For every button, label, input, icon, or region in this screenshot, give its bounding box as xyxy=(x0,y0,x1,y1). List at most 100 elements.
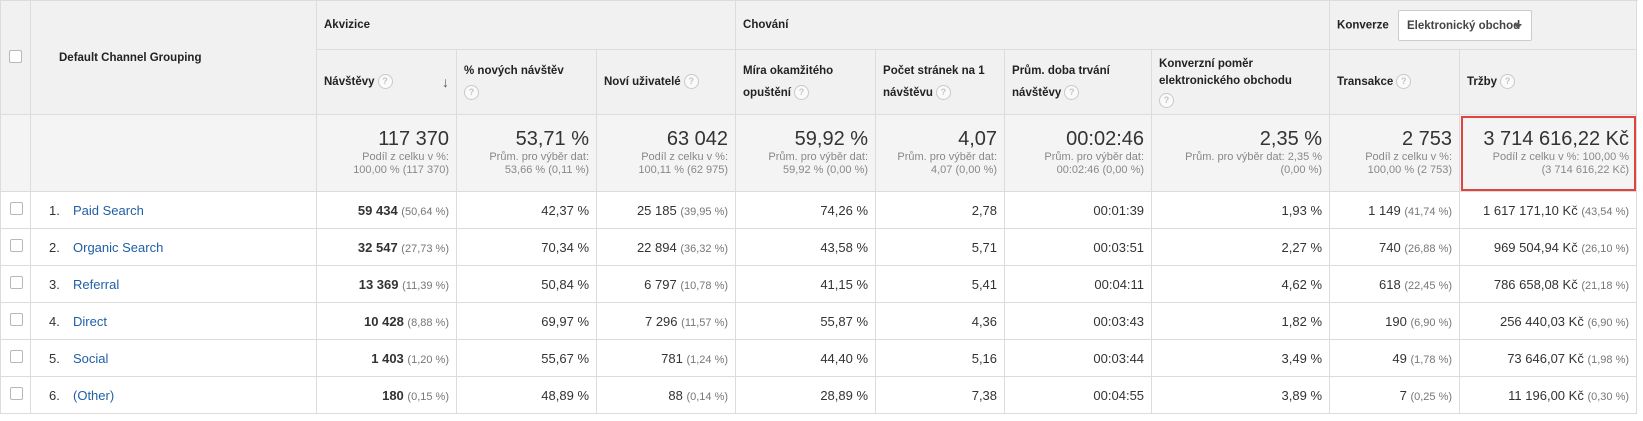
new-visits-pct-cell: 48,89 % xyxy=(456,376,597,414)
visits-pct: (11,39 %) xyxy=(402,279,449,292)
bounce-rate-cell: 74,26 % xyxy=(735,191,877,229)
col-pages-per-visit[interactable]: Počet stránek na 1 návštěvu? xyxy=(875,49,1006,115)
row-checkbox-cell xyxy=(0,376,31,414)
new-users-value: 6 797 xyxy=(644,276,677,292)
col-new-users[interactable]: Noví uživatelé? xyxy=(595,49,737,115)
conversion-type-select[interactable]: Elektronický obchod xyxy=(1398,9,1533,41)
transactions-cell: 7 (0,25 %) xyxy=(1329,376,1461,414)
col-avg-duration[interactable]: Prům. doba trvání návštěvy? xyxy=(1004,49,1153,115)
total-sub: Prům. pro výběr dat: xyxy=(768,151,869,163)
col-bounce-rate[interactable]: Míra okamžitého opuštění? xyxy=(735,49,877,115)
col-revenue[interactable]: Tržby? xyxy=(1459,49,1638,115)
dimension-header[interactable]: Default Channel Grouping xyxy=(30,0,317,115)
new-users-cell: 781 (1,24 %) xyxy=(595,339,737,377)
transactions-cell: 1 149 (41,74 %) xyxy=(1329,191,1461,229)
row-checkbox[interactable] xyxy=(10,202,23,215)
help-icon[interactable]: ? xyxy=(935,85,951,101)
new-visits-pct-cell: 70,34 % xyxy=(456,228,597,266)
transactions-cell: 190 (6,90 %) xyxy=(1329,302,1461,340)
totals-row: 117 370 Podíl z celku v %: 100,00 % (117 3… xyxy=(0,114,1638,192)
new-users-value: 88 xyxy=(668,387,683,403)
row-checkbox[interactable] xyxy=(10,387,23,400)
table-row: 2. Organic Search 32 547 (27,73 %) 70,34 % 2… xyxy=(0,228,1638,266)
col-new-visits-pct[interactable]: % nových návštěv? xyxy=(456,49,597,115)
help-icon[interactable]: ? xyxy=(1396,74,1412,90)
row-checkbox[interactable] xyxy=(10,350,23,363)
conversion-type-value: Elektronický obchod xyxy=(1407,19,1521,32)
col-visits[interactable]: Návštěvy? ↓ xyxy=(316,49,457,115)
row-checkbox[interactable] xyxy=(10,239,23,252)
col-ecommerce-conversion[interactable]: Konverzní poměr elektronického obchodu? xyxy=(1151,49,1331,115)
col-avg-duration-label: Prům. doba trvání návštěvy xyxy=(1012,65,1110,99)
total-sub: 59,92 % (0,00 %) xyxy=(783,164,869,176)
help-icon[interactable]: ? xyxy=(793,85,809,101)
channel-cell: 6. (Other) xyxy=(30,376,317,414)
select-all-checkbox[interactable] xyxy=(9,49,22,63)
col-transactions[interactable]: Transakce? xyxy=(1329,49,1461,115)
ecommerce-conversion-cell: 3,89 % xyxy=(1151,376,1331,414)
transactions-pct: (6,90 %) xyxy=(1410,316,1453,329)
total-value: 53,71 % xyxy=(515,128,589,150)
new-visits-pct-cell: 55,67 % xyxy=(456,339,597,377)
channel-cell: 2. Organic Search xyxy=(30,228,317,266)
revenue-cell: 11 196,00 Kč (0,30 %) xyxy=(1459,376,1638,414)
avg-duration-cell: 00:04:11 xyxy=(1004,265,1153,303)
sort-desc-icon[interactable]: ↓ xyxy=(442,74,449,90)
new-users-cell: 88 (0,14 %) xyxy=(595,376,737,414)
help-icon[interactable]: ? xyxy=(377,74,393,90)
total-sub: (0,00 %) xyxy=(1280,164,1323,176)
total-value: 2,35 % xyxy=(1259,128,1323,150)
revenue-value: 969 504,94 Kč xyxy=(1493,239,1578,255)
visits-cell: 180 (0,15 %) xyxy=(316,376,457,414)
col-pages-per-visit-label: Počet stránek na 1 návštěvu xyxy=(883,65,985,99)
help-icon[interactable]: ? xyxy=(1159,92,1175,108)
ecommerce-conversion-cell: 1,82 % xyxy=(1151,302,1331,340)
help-icon[interactable]: ? xyxy=(464,85,479,101)
visits-value: 13 369 xyxy=(358,276,399,292)
help-icon[interactable]: ? xyxy=(683,74,699,90)
total-value: 00:02:46 xyxy=(1066,128,1145,150)
total-new-users: 63 042 Podíl z celku v %: 100,11 % (62 975… xyxy=(595,114,737,192)
transactions-cell: 49 (1,78 %) xyxy=(1329,339,1461,377)
total-sub: 100,00 % (2 753) xyxy=(1367,164,1453,176)
avg-duration-cell: 00:03:43 xyxy=(1004,302,1153,340)
row-checkbox[interactable] xyxy=(10,313,23,326)
total-sub: 00:02:46 (0,00 %) xyxy=(1056,164,1145,176)
help-icon[interactable]: ? xyxy=(1064,85,1080,101)
col-revenue-label: Tržby xyxy=(1467,76,1498,88)
ecommerce-conversion-cell: 2,27 % xyxy=(1151,228,1331,266)
select-all-cell xyxy=(0,0,31,115)
row-checkbox-cell xyxy=(0,265,31,303)
pages-per-visit-cell: 7,38 xyxy=(875,376,1006,414)
channel-link[interactable]: Social xyxy=(73,350,109,366)
channel-link[interactable]: Direct xyxy=(73,313,107,329)
help-icon[interactable]: ? xyxy=(1500,74,1516,90)
visits-value: 180 xyxy=(382,387,404,403)
visits-pct: (50,64 %) xyxy=(401,205,449,218)
pages-per-visit-cell: 5,16 xyxy=(875,339,1006,377)
new-visits-pct-cell: 69,97 % xyxy=(456,302,597,340)
channel-link[interactable]: Organic Search xyxy=(73,239,164,255)
col-new-users-label: Noví uživatelé xyxy=(604,76,681,88)
revenue-pct: (43,54 %) xyxy=(1581,205,1630,218)
new-users-value: 25 185 xyxy=(636,202,677,218)
channel-link[interactable]: Referral xyxy=(73,276,120,292)
channel-cell: 1. Paid Search xyxy=(30,191,317,229)
total-sub: Podíl z celku v %: xyxy=(641,151,729,163)
channel-cell: 4. Direct xyxy=(30,302,317,340)
total-value: 4,07 xyxy=(958,128,998,150)
row-checkbox-cell xyxy=(0,191,31,229)
row-checkbox-cell xyxy=(0,339,31,377)
row-checkbox[interactable] xyxy=(10,276,23,289)
channel-link[interactable]: (Other) xyxy=(73,387,115,403)
revenue-cell: 256 440,03 Kč (6,90 %) xyxy=(1459,302,1638,340)
visits-pct: (0,15 %) xyxy=(407,390,449,403)
total-sub: Prům. pro výběr dat: xyxy=(897,151,998,163)
pages-per-visit-cell: 5,71 xyxy=(875,228,1006,266)
channel-link[interactable]: Paid Search xyxy=(73,202,144,218)
revenue-value: 1 617 171,10 Kč xyxy=(1483,202,1578,218)
new-users-cell: 25 185 (39,95 %) xyxy=(595,191,737,229)
revenue-value: 73 646,07 Kč xyxy=(1507,350,1584,366)
table-row: 5. Social 1 403 (1,20 %) 55,67 % 781 (1,24 %… xyxy=(0,339,1638,377)
revenue-value: 786 658,08 Kč xyxy=(1493,276,1578,292)
